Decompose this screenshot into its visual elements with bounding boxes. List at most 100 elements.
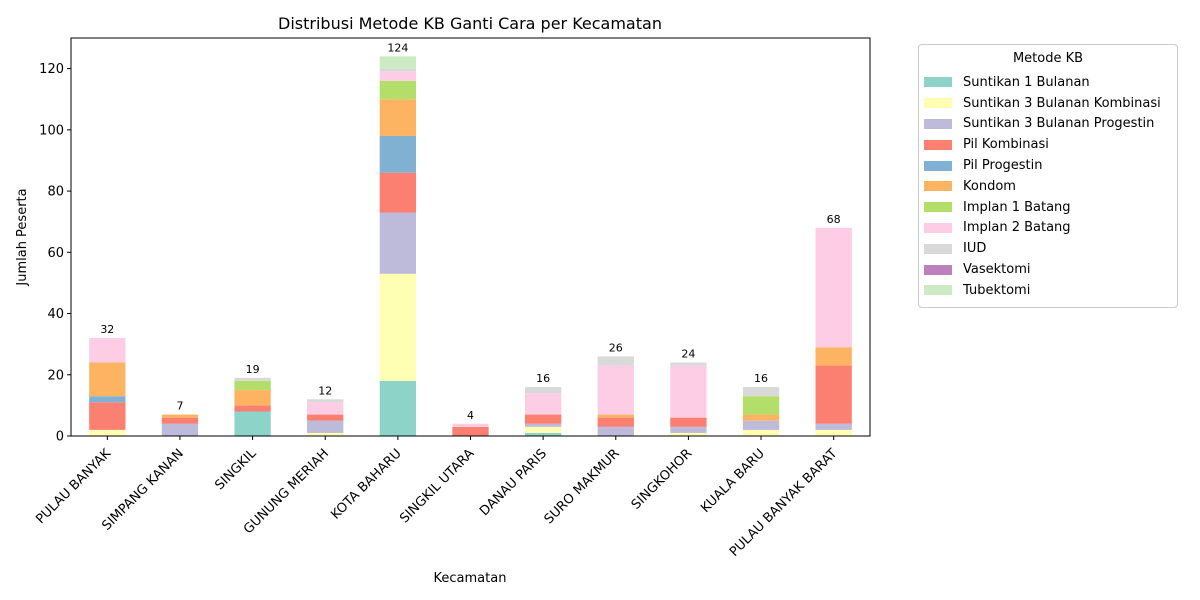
bar-segment [524, 393, 562, 415]
bar-segment [670, 417, 707, 427]
legend-label: Vasektomi [963, 262, 1031, 278]
bar-segment [452, 426, 489, 436]
legend-item: Tubektomi [919, 280, 1177, 301]
bar-segment [597, 414, 634, 418]
legend-swatch [924, 139, 952, 150]
x-tick-label: SURO MAKMUR [542, 446, 623, 527]
legend-swatch [924, 118, 952, 129]
bar-segment [89, 429, 126, 436]
bar-segment [742, 420, 780, 430]
bar-segment [379, 71, 417, 81]
total-label: 16 [536, 372, 550, 385]
bar-segment [379, 380, 417, 436]
x-tick-label: PULAU BANYAK [33, 446, 114, 527]
bar-segment [379, 172, 417, 213]
y-axis-label: Jumlah Peserta [15, 188, 30, 286]
bar-segment [234, 377, 271, 381]
legend-swatch [924, 285, 952, 296]
bar-segment [379, 212, 417, 274]
total-label: 12 [318, 384, 332, 397]
bar-segment [524, 423, 562, 427]
bar-segment [524, 414, 562, 424]
legend-item: Kondom [919, 176, 1177, 197]
legend-swatch [924, 243, 952, 254]
x-tick-label: SINGKIL UTARA [397, 446, 477, 526]
bar-segment [89, 362, 126, 397]
legend-item: Suntikan 3 Bulanan Progestin [919, 114, 1177, 135]
legend-item: IUD [919, 238, 1177, 259]
bar-segment [742, 414, 780, 421]
bars-layer [89, 56, 852, 436]
total-label: 4 [467, 409, 474, 422]
legend-swatch [924, 222, 952, 233]
plot-frame [70, 37, 871, 437]
bar-segment [597, 426, 634, 436]
bar-segment [742, 429, 780, 436]
bar-segment [742, 396, 780, 415]
legend-title: Metode KB [1012, 51, 1084, 66]
bar-segment [307, 420, 344, 433]
bar-segment [597, 417, 634, 427]
legend-label: Suntikan 1 Bulanan [963, 74, 1090, 90]
bar-segment [89, 338, 126, 363]
bar-segment [161, 414, 199, 418]
chart-title: Distribusi Metode KB Ganti Cara per Keca… [278, 14, 662, 33]
bar-segment [524, 426, 562, 433]
bar-segment [815, 423, 852, 430]
bar-segment [815, 347, 852, 366]
total-label: 7 [176, 400, 183, 413]
legend-item: Pil Kombinasi [919, 134, 1177, 155]
bar-segment [379, 135, 417, 173]
legend-swatch [924, 98, 952, 109]
y-tick-label: 0 [56, 430, 64, 445]
bar-segment [379, 80, 417, 100]
x-tick-label: SIMPANG KANAN [99, 446, 186, 533]
legend-swatch [924, 160, 952, 171]
total-label: 24 [681, 348, 695, 361]
bar-segment [597, 365, 634, 415]
total-labels-layer: 32 7 19 12 124 4 16 26 24 16 68 [100, 41, 840, 421]
bar-segment [234, 411, 271, 436]
bar-segment [234, 390, 271, 406]
legend-label: Implan 2 Batang [963, 220, 1071, 236]
legend-label: Kondom [963, 178, 1016, 194]
total-label: 124 [387, 41, 408, 54]
x-tick-label: SINGKIL [212, 446, 260, 494]
legend-label: Pil Progestin [963, 158, 1043, 174]
bar-segment [670, 362, 707, 366]
legend-label: IUD [963, 241, 987, 257]
y-tick-label: 120 [39, 62, 64, 77]
bar-segment [379, 56, 417, 69]
x-axis-label: Kecamatan [434, 571, 507, 586]
legend-label: Implan 1 Batang [963, 199, 1071, 215]
bar-segment [161, 423, 199, 436]
bar-segment [307, 402, 344, 415]
legend-swatch [924, 77, 952, 88]
bar-segment [161, 417, 199, 424]
bar-segment [307, 414, 344, 421]
total-label: 19 [246, 363, 260, 376]
y-tick-label: 40 [47, 307, 64, 322]
legend-item: Implan 2 Batang [919, 218, 1177, 239]
legend-swatch [924, 181, 952, 192]
legend-items: Suntikan 1 Bulanan Suntikan 3 Bulanan Kom… [919, 72, 1177, 301]
legend: Metode KB Suntikan 1 Bulanan Suntikan 3 B… [918, 44, 1178, 308]
y-tick-label: 20 [47, 368, 64, 383]
bar-segment [89, 396, 126, 403]
bar-segment [742, 387, 780, 397]
legend-label: Suntikan 3 Bulanan Kombinasi [963, 95, 1161, 111]
legend-item: Implan 1 Batang [919, 197, 1177, 218]
bar-segment [524, 387, 562, 394]
bar-segment [815, 227, 852, 348]
bar-segment [379, 99, 417, 136]
bar-segment [452, 423, 489, 427]
bar-segment [307, 399, 344, 403]
x-tick-label: KOTA BAHARU [328, 446, 404, 522]
total-label: 68 [827, 213, 841, 226]
legend-label: Tubektomi [963, 282, 1031, 298]
bar-segment [670, 432, 707, 436]
bar-segment [815, 365, 852, 424]
legend-item: Pil Progestin [919, 155, 1177, 176]
bar-segment [234, 380, 271, 391]
